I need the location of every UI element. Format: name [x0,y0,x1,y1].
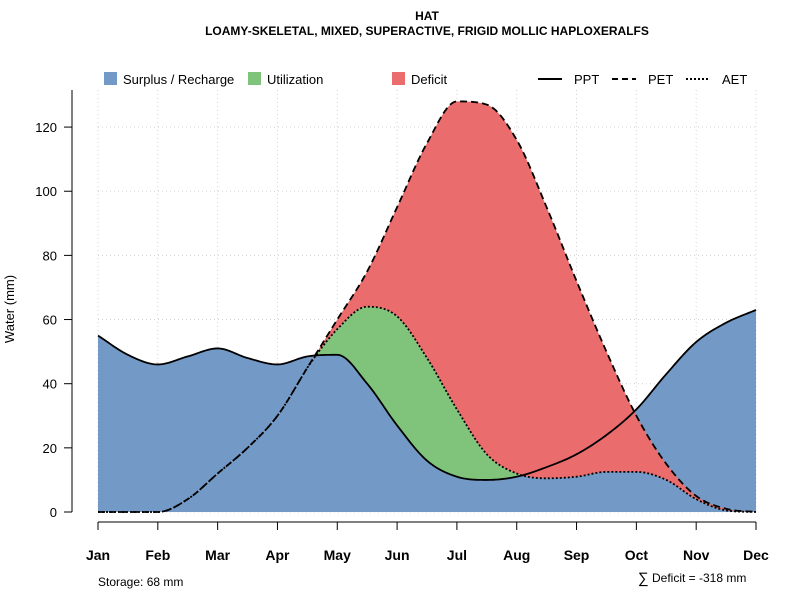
y-tick-label: 40 [43,377,57,392]
y-tick-label: 60 [43,313,57,328]
legend-swatch-utilization [248,72,261,85]
legend-label-deficit: Deficit [411,72,448,87]
x-tick-label-feb: Feb [145,547,170,563]
deficit-symbol: ∑ [638,570,649,587]
surplus-fill-base [98,354,756,512]
legend-label-surplus-recharge: Surplus / Recharge [123,72,234,87]
x-tick-label-aug: Aug [503,547,530,563]
storage-annotation: Storage: 68 mm [98,575,183,589]
area-fills [98,101,756,513]
x-tick-label-jan: Jan [86,547,110,563]
deficit-fill [98,101,756,513]
ppt-line [97,309,757,481]
utilization-fill [98,306,756,512]
chart-axes: 0 20 40 60 80 100 120 Jan Feb Mar Apr May Jun Jul Aug S… [35,90,769,563]
legend-label-aet: AET [722,72,747,87]
y-tick-label: 20 [43,441,57,456]
x-tick-label-nov: Nov [683,547,710,563]
x-tick-label-oct: Oct [625,547,649,563]
legend-swatch-surplus-recharge [104,72,117,85]
x-tick-label-dec: Dec [743,547,769,563]
chart-legend: Surplus / Recharge Utilization Deficit PPT P… [104,72,747,87]
y-tick-label: 120 [35,120,57,135]
legend-label-pet: PET [648,72,673,87]
x-tick-label-jun: Jun [385,547,410,563]
chart-subtitle: LOAMY-SKELETAL, MIXED, SUPERACTIVE, FRIG… [205,24,649,38]
y-tick-label: 0 [50,505,57,520]
x-tick-label-mar: Mar [205,547,230,563]
deficit-annotation: Deficit = -318 mm [652,571,746,585]
x-tick-label-may: May [324,547,351,563]
legend-label-ppt: PPT [574,72,599,87]
legend-label-utilization: Utilization [267,72,323,87]
y-tick-label: 100 [35,184,57,199]
legend-swatch-deficit [392,72,405,85]
y-tick-label: 80 [43,248,57,263]
x-tick-label-apr: Apr [265,547,290,563]
y-axis-label: Water (mm) [2,275,17,343]
chart-title: HAT [415,9,439,23]
x-tick-label-sep: Sep [564,547,590,563]
series-lines [97,100,757,513]
x-tick-label-jul: Jul [447,547,467,563]
